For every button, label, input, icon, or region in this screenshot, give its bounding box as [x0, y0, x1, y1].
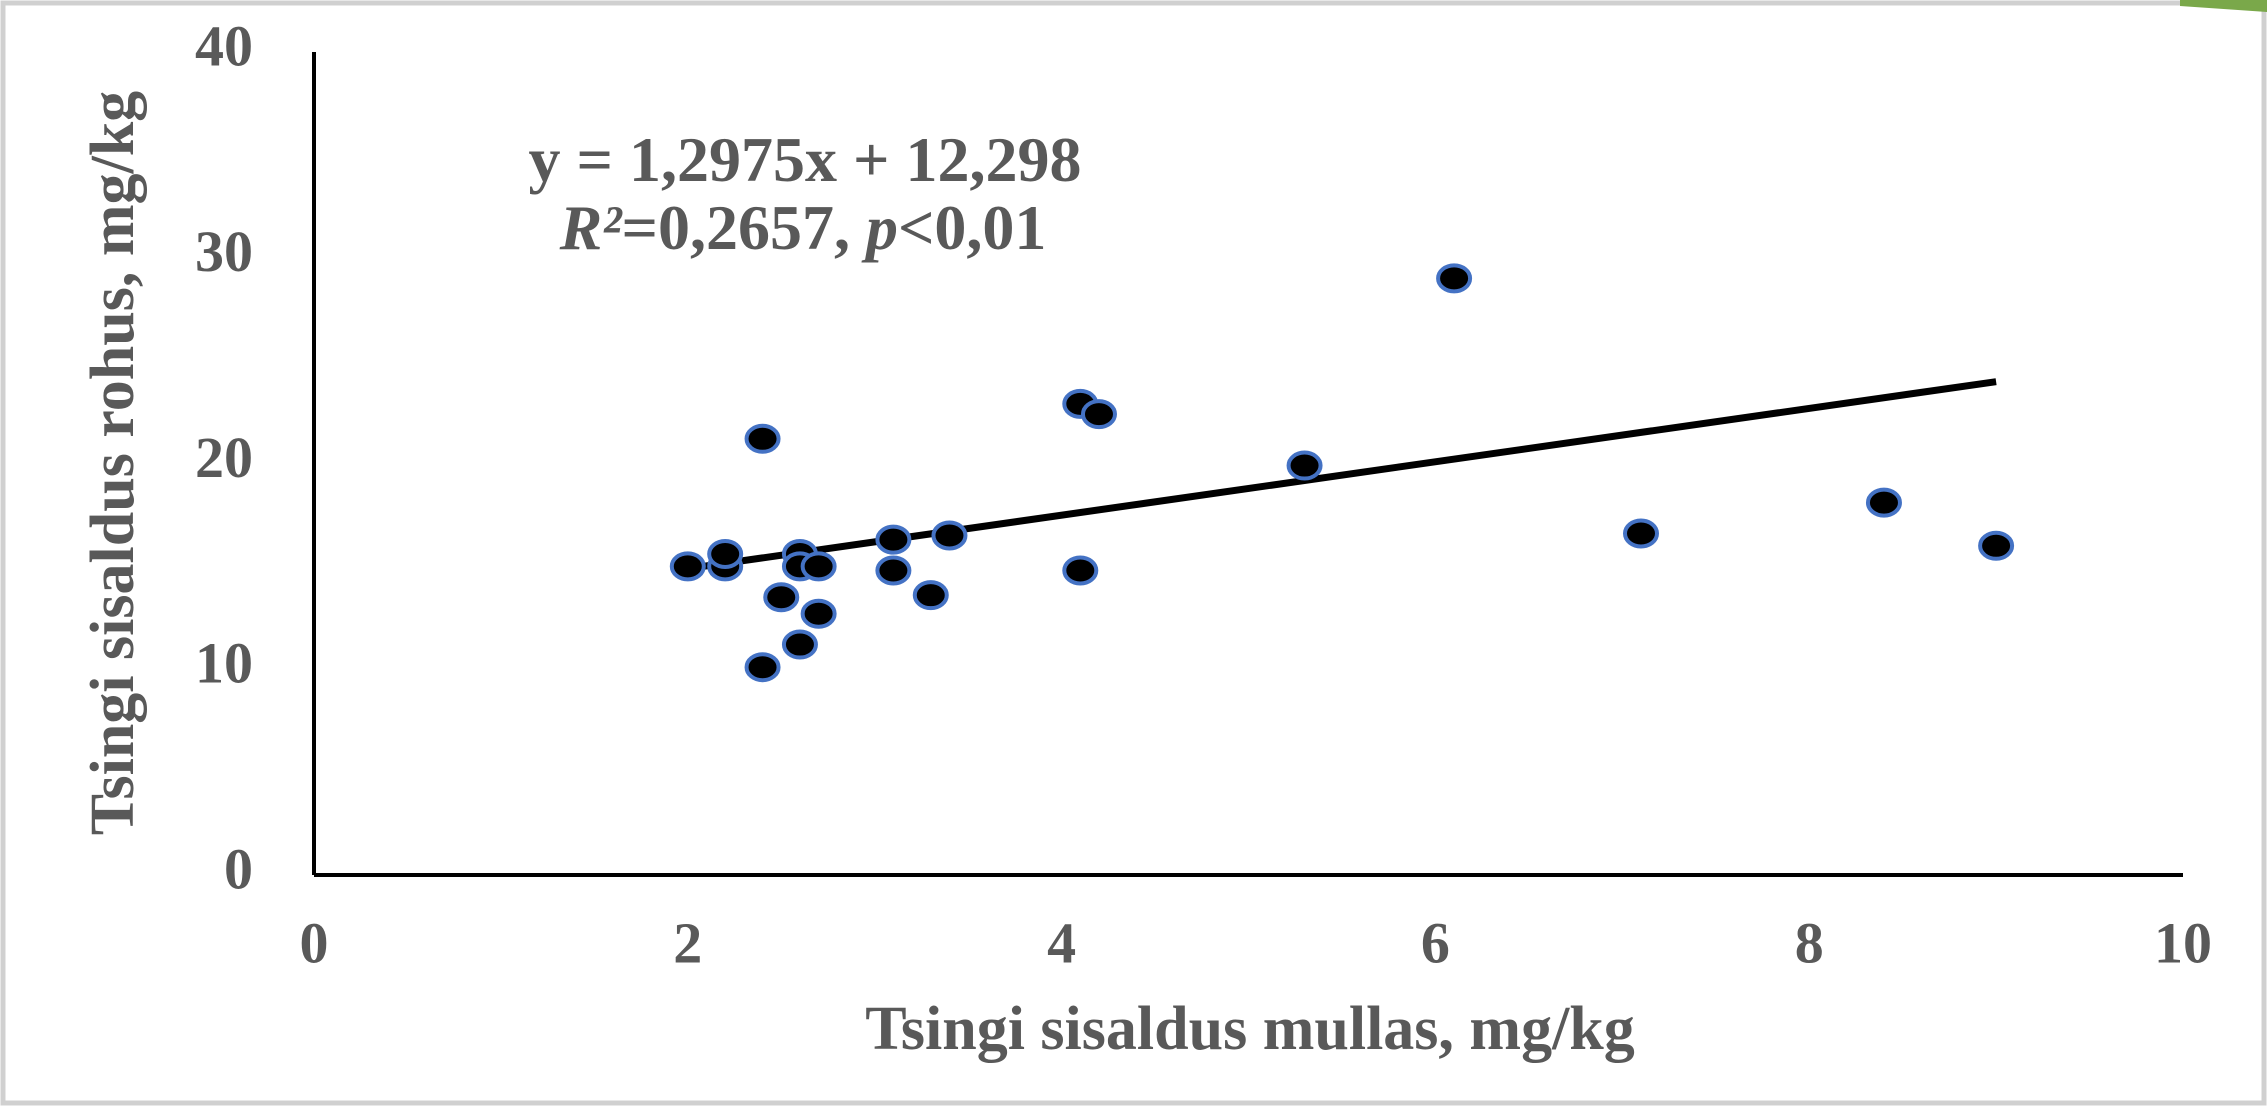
- y-axis-title: Tsingi sisaldus rohus, mg/kg: [79, 91, 147, 835]
- annotation-part: =0,2657,: [621, 192, 865, 263]
- corner-accent: [2180, 0, 2267, 12]
- data-point: [1080, 399, 1117, 430]
- x-tick-label: 8: [1795, 910, 1824, 975]
- data-point: [1436, 263, 1473, 294]
- x-tick-label: 6: [1421, 910, 1450, 975]
- data-point: [931, 520, 968, 551]
- data-point: [1865, 487, 1902, 518]
- data-point: [875, 555, 912, 586]
- data-point: [1978, 530, 2015, 561]
- y-tick-label: 40: [195, 13, 253, 78]
- data-point: [912, 580, 949, 611]
- x-tick-label: 4: [1047, 910, 1076, 975]
- data-point: [763, 582, 800, 613]
- data-point: [1622, 518, 1659, 549]
- y-tick-label: 30: [195, 219, 253, 284]
- data-point: [875, 524, 912, 555]
- data-point: [1286, 450, 1323, 481]
- y-tick-label: 10: [195, 631, 253, 696]
- data-point: [669, 551, 706, 582]
- annotation: R²=0,2657, p<0,01: [559, 192, 1047, 263]
- data-point: [1062, 555, 1099, 586]
- y-tick-label: 20: [195, 425, 253, 490]
- data-point: [800, 551, 837, 582]
- data-point: [744, 652, 781, 683]
- data-point: [744, 423, 781, 454]
- x-tick-label: 0: [300, 910, 329, 975]
- data-point: [707, 539, 744, 570]
- annotation-part: <0,01: [898, 192, 1046, 263]
- x-tick-label: 10: [2154, 910, 2212, 975]
- y-tick-label: 0: [224, 836, 253, 901]
- data-point: [781, 629, 818, 660]
- x-axis-title: Tsingi sisaldus mullas, mg/kg: [865, 995, 1635, 1063]
- annotation-part: y = 1,2975x + 12,298: [529, 124, 1082, 195]
- annotation-part: p: [861, 192, 898, 263]
- annotation: y = 1,2975x + 12,298: [529, 124, 1082, 195]
- x-tick-label: 2: [673, 910, 702, 975]
- data-point: [800, 598, 837, 629]
- annotation-part: R²: [559, 192, 624, 263]
